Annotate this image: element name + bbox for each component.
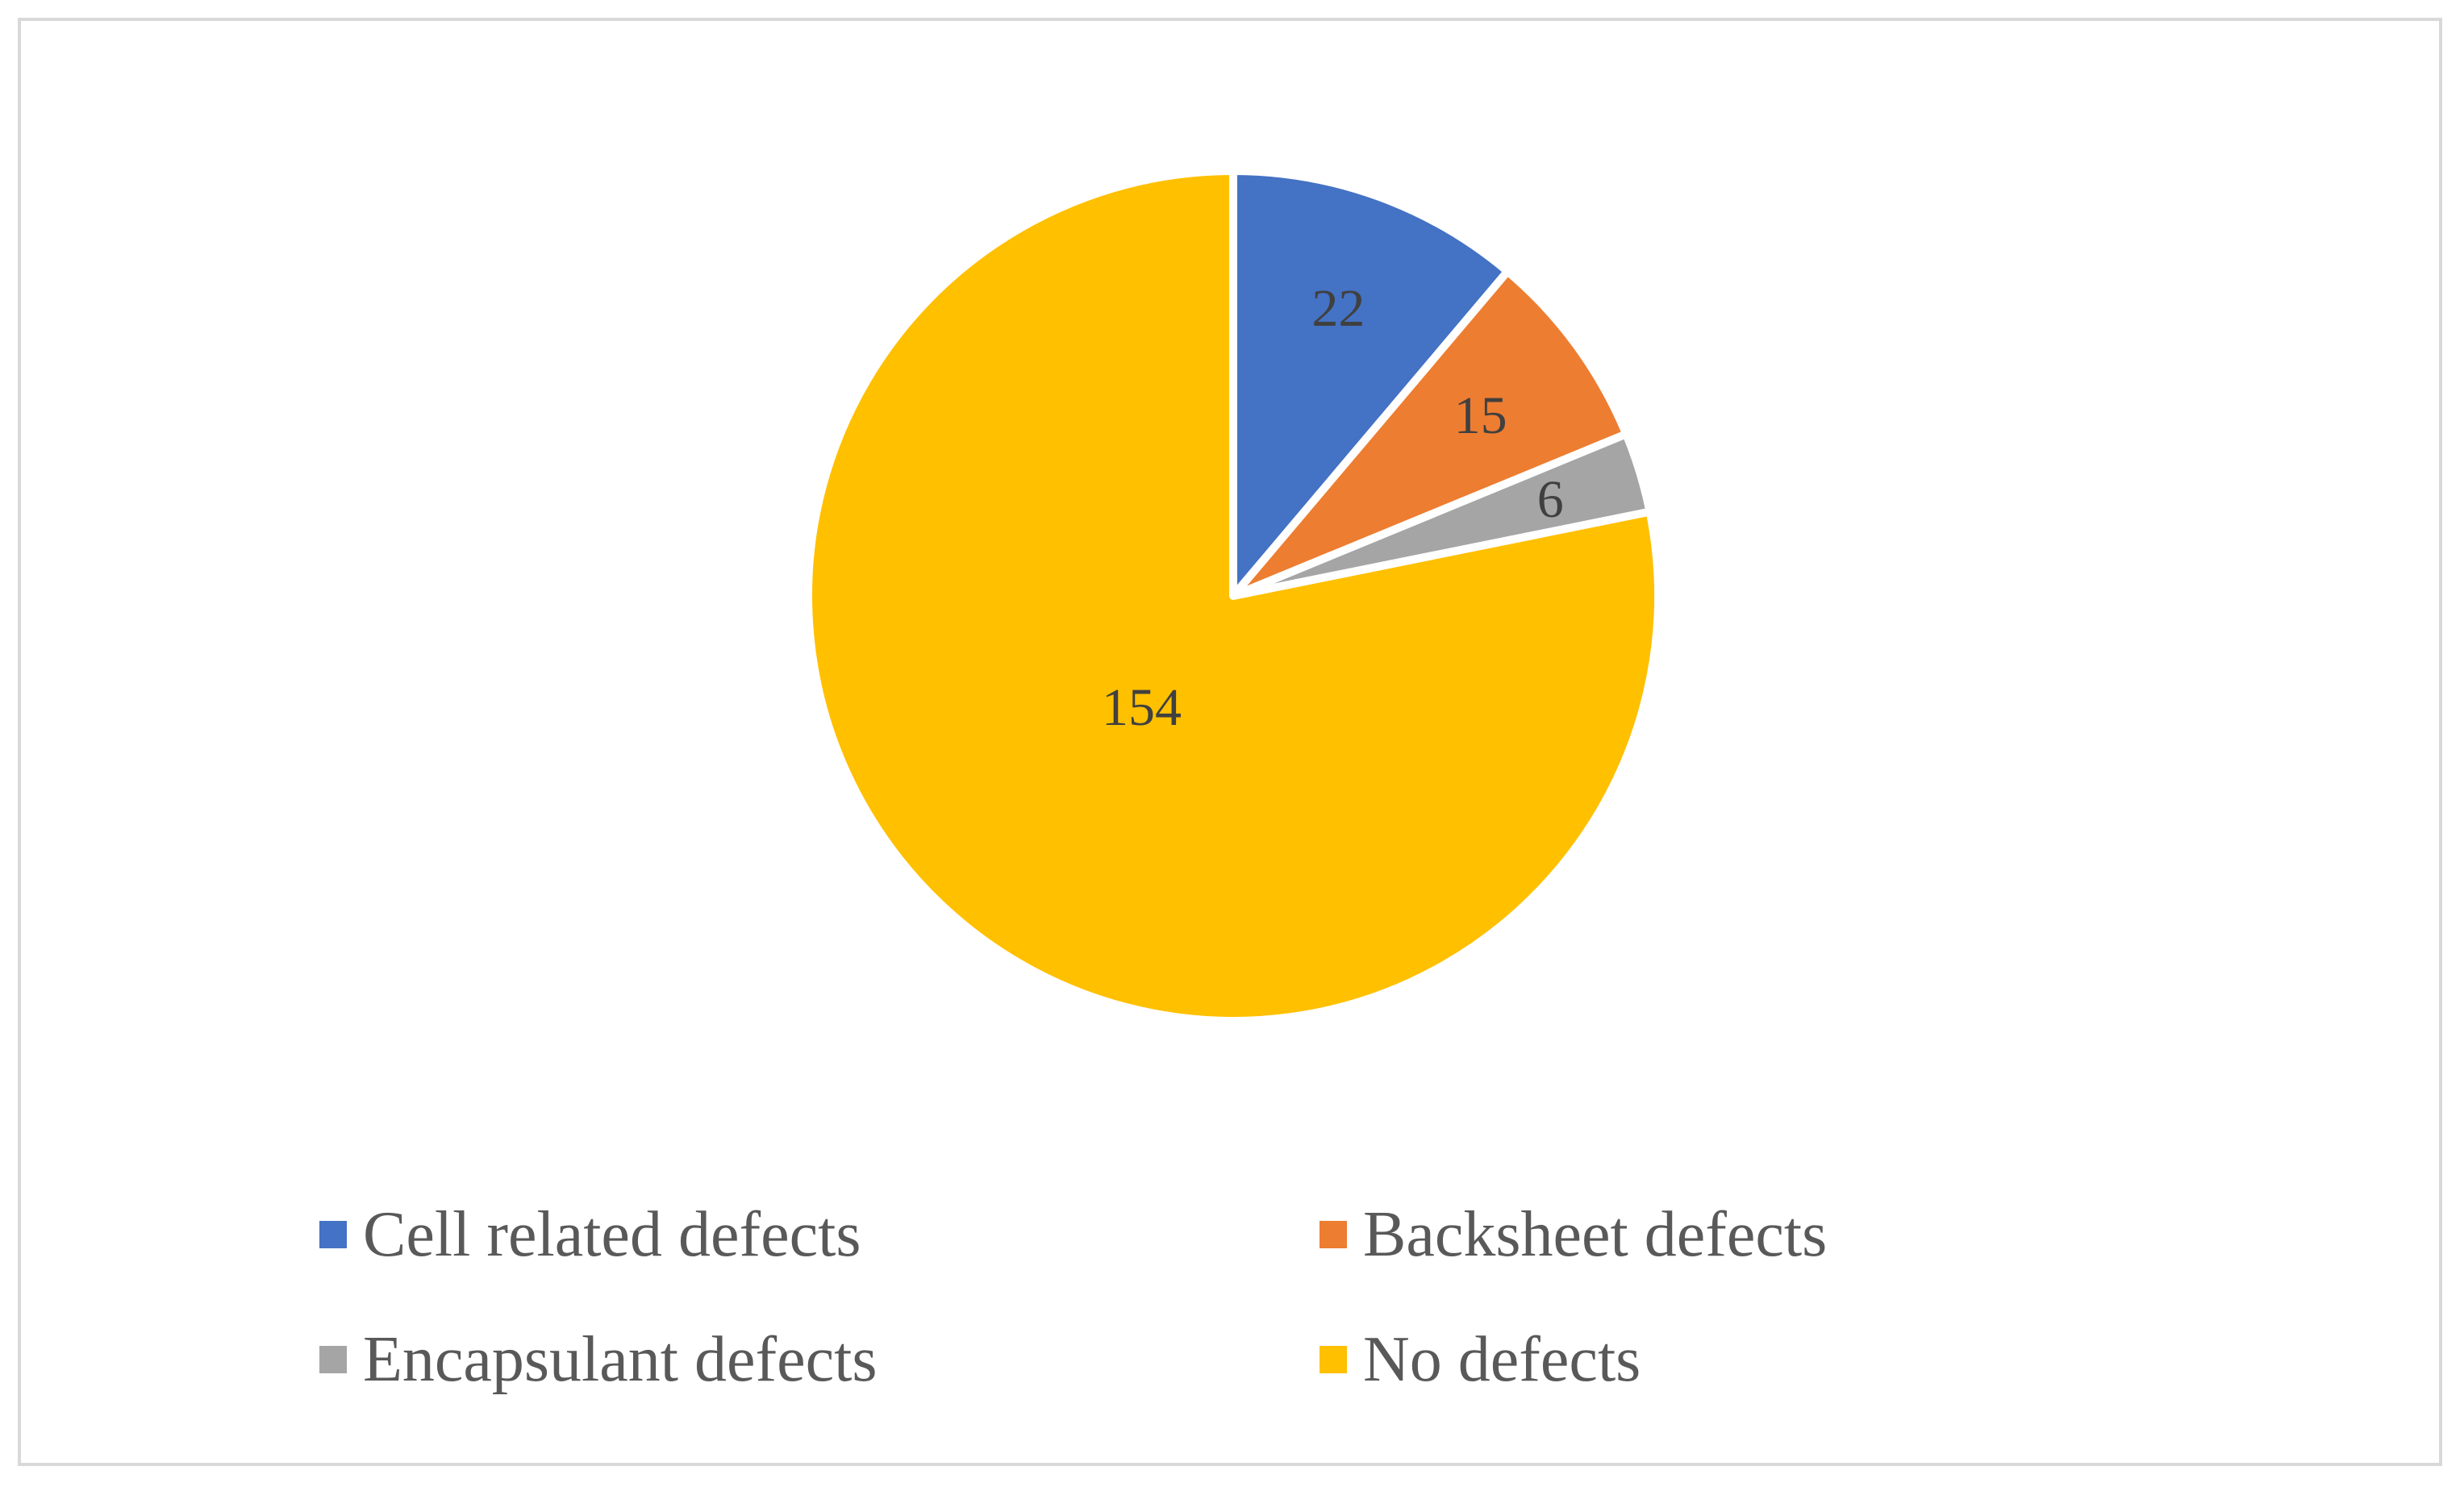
data-label-encapsulant-defects: 6 (1537, 470, 1564, 529)
pie-chart: 22 15 6 154 (804, 167, 1662, 1025)
pie-slices (804, 167, 1662, 1025)
pie-data-labels: 22 15 6 154 (1102, 279, 1564, 737)
data-label-no-defects: 154 (1102, 678, 1182, 737)
pie-slice-no-defects[interactable] (804, 167, 1662, 1025)
pie-slice-backsheet-defects[interactable] (1229, 267, 1631, 600)
data-label-backsheet-defects: 15 (1454, 386, 1507, 445)
data-label-cell-related-defects: 22 (1311, 279, 1365, 338)
chart-area: 22 15 6 154 Cell related defects Backsheet … (18, 18, 2442, 1466)
pie-slice-cell-related-defects[interactable] (1229, 167, 1512, 600)
